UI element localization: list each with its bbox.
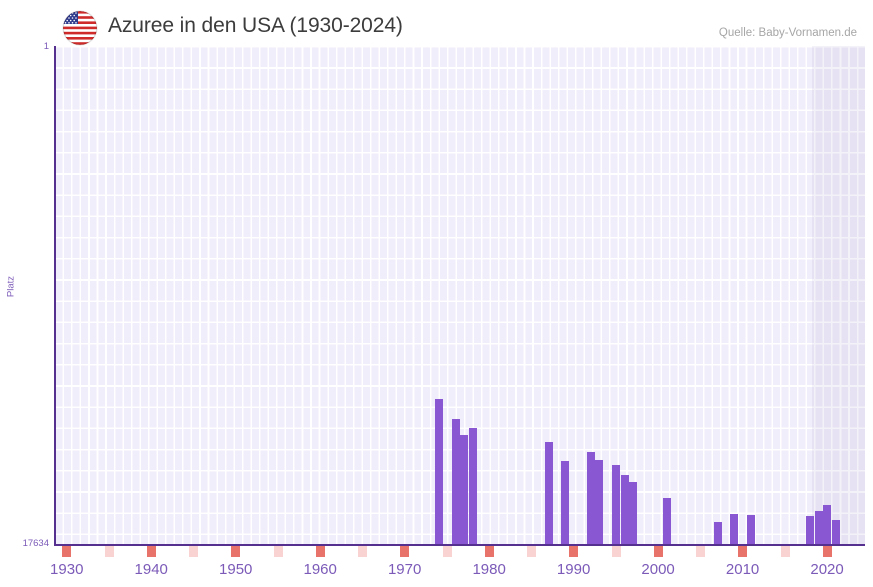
x-tick-minor [780, 546, 790, 557]
y-axis-tick-top: 1 [43, 41, 49, 52]
x-tick-minor [358, 546, 368, 557]
x-tick-major [569, 546, 579, 557]
x-tick-major [484, 546, 494, 557]
x-tick-major [62, 546, 72, 557]
bar [434, 399, 443, 545]
bar [747, 515, 756, 545]
x-axis-tick-label: 1950 [219, 561, 253, 578]
x-tick-major [315, 546, 325, 557]
y-axis-line [54, 46, 56, 545]
bar [595, 459, 604, 545]
bar [713, 522, 722, 545]
bar [586, 452, 595, 545]
chart-header: Azuree in den USA (1930-2024) Quelle: Ba… [0, 0, 873, 46]
y-axis-tick-bottom: 17634 [22, 538, 49, 549]
x-axis-tick-label: 1990 [556, 561, 591, 578]
y-axis-title: Platz [5, 275, 17, 298]
bar [468, 428, 477, 545]
bar [561, 461, 570, 545]
x-tick-major [146, 546, 156, 557]
x-tick-minor [189, 546, 199, 557]
x-tick-minor [696, 546, 706, 557]
x-axis-tick-label: 2000 [641, 561, 675, 578]
x-tick-minor [273, 546, 283, 557]
x-tick-minor [104, 546, 114, 557]
bar [814, 510, 823, 545]
x-axis-tick-label: 1980 [472, 561, 506, 578]
x-axis-line [54, 544, 865, 546]
bar [662, 498, 671, 545]
x-axis-tick-label: 2010 [725, 561, 760, 578]
x-tick-minor [442, 546, 452, 557]
x-axis-tick-label: 1930 [50, 561, 84, 578]
page-title: Azuree in den USA (1930-2024) [108, 14, 403, 37]
usa-flag-icon [63, 11, 97, 45]
bar [629, 482, 638, 545]
source-attribution: Quelle: Baby-Vornamen.de [718, 27, 857, 39]
x-axis-tick-swatches [54, 546, 865, 557]
recent-years-shading [812, 46, 865, 545]
bar [612, 465, 621, 545]
x-tick-major [231, 546, 241, 557]
x-tick-minor [527, 546, 537, 557]
bar [620, 474, 629, 545]
x-tick-major [653, 546, 663, 557]
x-axis-tick-label: 1970 [387, 561, 422, 578]
bar [730, 513, 739, 545]
bar [460, 435, 469, 545]
bar [806, 515, 815, 545]
bar [823, 504, 832, 545]
bar [831, 519, 840, 545]
bar-series [54, 46, 865, 545]
x-tick-major [738, 546, 748, 557]
x-axis-tick-label: 2020 [810, 561, 844, 578]
x-tick-minor [611, 546, 621, 557]
bar [451, 418, 460, 545]
bar [544, 441, 553, 545]
x-axis-tick-label: 1960 [303, 561, 337, 578]
x-axis-tick-label: 1940 [134, 561, 168, 578]
x-tick-major [400, 546, 410, 557]
x-tick-major [822, 546, 832, 557]
chart-plot-area [54, 46, 865, 545]
